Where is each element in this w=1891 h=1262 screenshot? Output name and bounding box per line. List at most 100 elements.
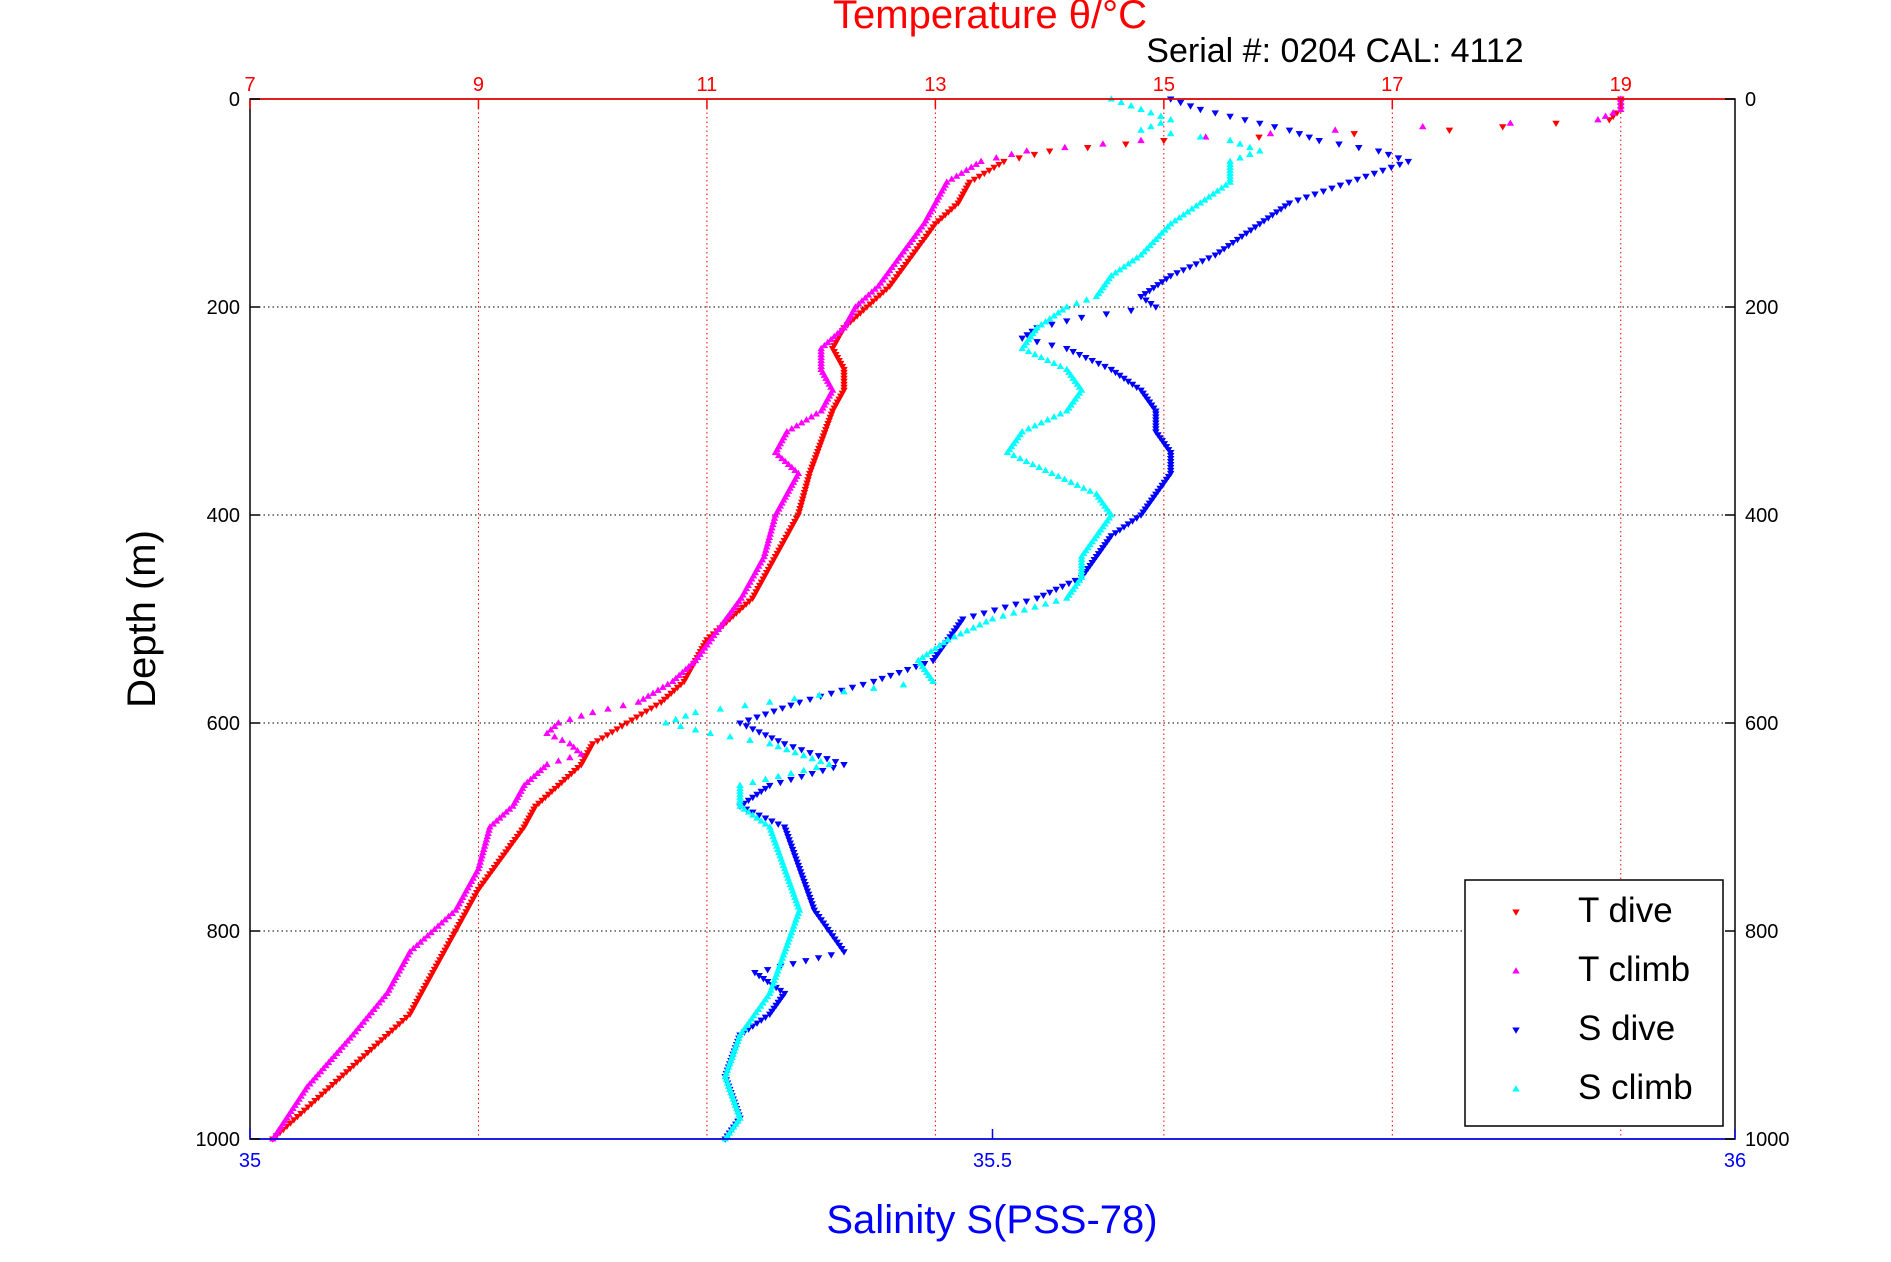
data-point: [370, 1005, 378, 1012]
data-point: [800, 490, 809, 497]
data-point: [939, 638, 948, 646]
data-point: [1020, 606, 1029, 613]
data-point: [423, 979, 432, 986]
data-point: [817, 407, 825, 414]
data-point: [789, 522, 797, 529]
data-point: [805, 474, 813, 481]
data-point: [899, 264, 908, 272]
data-point: [824, 420, 832, 428]
data-point: [814, 955, 823, 962]
data-point: [659, 683, 667, 690]
data-point: [785, 528, 794, 535]
data-point: [290, 1117, 298, 1124]
data-point: [837, 946, 846, 953]
data-point: [1001, 604, 1009, 611]
data-point: [554, 719, 563, 726]
data-point: [1086, 487, 1094, 494]
data-point: [1160, 138, 1168, 145]
data-point: [833, 939, 841, 946]
data-point: [311, 1074, 319, 1081]
top-tick-label: 19: [1610, 74, 1632, 96]
data-point: [1048, 321, 1056, 329]
data-point: [812, 452, 821, 459]
data-point: [806, 894, 814, 902]
bottom-tick-label: 35: [239, 1150, 261, 1172]
data-point: [761, 573, 769, 580]
data-point: [1205, 255, 1213, 262]
data-point: [341, 1040, 349, 1047]
data-point: [906, 255, 914, 262]
data-point: [796, 506, 804, 513]
data-point: [1063, 594, 1071, 601]
data-point: [776, 779, 785, 787]
data-point: [789, 961, 797, 968]
data-point: [757, 579, 766, 586]
data-point: [806, 470, 814, 478]
data-point: [781, 457, 789, 465]
data-point: [380, 992, 389, 1000]
data-point: [543, 760, 551, 768]
data-point: [339, 1072, 347, 1079]
data-point: [360, 1053, 368, 1060]
data-point: [798, 499, 806, 506]
data-point: [523, 778, 532, 785]
data-point: [1331, 126, 1339, 133]
data-point: [678, 668, 687, 676]
data-point: [761, 820, 770, 827]
data-point: [793, 859, 801, 866]
data-point: [448, 934, 456, 942]
data-point: [566, 753, 574, 761]
data-point: [1054, 472, 1062, 479]
y-axis-label: Depth (m): [120, 530, 164, 708]
data-point: [744, 808, 753, 815]
data-point: [929, 658, 937, 665]
data-point: [1256, 147, 1264, 154]
data-point: [833, 329, 842, 337]
data-point: [827, 690, 835, 698]
data-point: [486, 871, 494, 878]
data-layer: [269, 95, 1625, 1143]
data-point: [472, 890, 481, 897]
data-point: [1031, 350, 1039, 358]
data-point: [1022, 598, 1031, 605]
data-point: [1003, 448, 1012, 456]
data-point: [1061, 143, 1069, 151]
data-point: [988, 615, 997, 622]
data-point: [791, 466, 799, 473]
data-point: [506, 843, 515, 850]
data-point: [1018, 344, 1026, 352]
data-point: [1041, 600, 1050, 607]
data-point: [809, 904, 817, 911]
data-point: [634, 698, 643, 705]
data-point: [455, 922, 463, 929]
data-point: [469, 896, 477, 903]
data-point: [924, 230, 933, 237]
data-point: [1217, 184, 1226, 191]
data-point: [306, 1080, 314, 1087]
data-point: [1224, 243, 1233, 250]
data-point: [430, 925, 439, 932]
data-point: [823, 424, 831, 431]
top-tick-label: 7: [244, 74, 255, 96]
data-point: [811, 455, 820, 462]
data-point: [420, 986, 428, 993]
data-point: [1319, 188, 1328, 195]
data-point: [566, 740, 574, 747]
data-point: [764, 566, 773, 574]
data-point: [371, 1043, 379, 1050]
data-point: [874, 282, 882, 289]
data-point: [815, 445, 823, 453]
data-point: [1196, 106, 1205, 114]
data-point: [1362, 173, 1370, 181]
data-point: [416, 938, 425, 945]
data-point: [778, 541, 787, 548]
data-point: [550, 722, 559, 730]
data-point: [416, 992, 425, 999]
data-point: [434, 960, 442, 967]
data-point: [409, 944, 418, 952]
data-point: [1079, 484, 1088, 491]
data-point: [526, 775, 535, 782]
data-point: [1233, 236, 1242, 244]
data-point: [367, 1008, 375, 1016]
data-point: [479, 880, 487, 887]
